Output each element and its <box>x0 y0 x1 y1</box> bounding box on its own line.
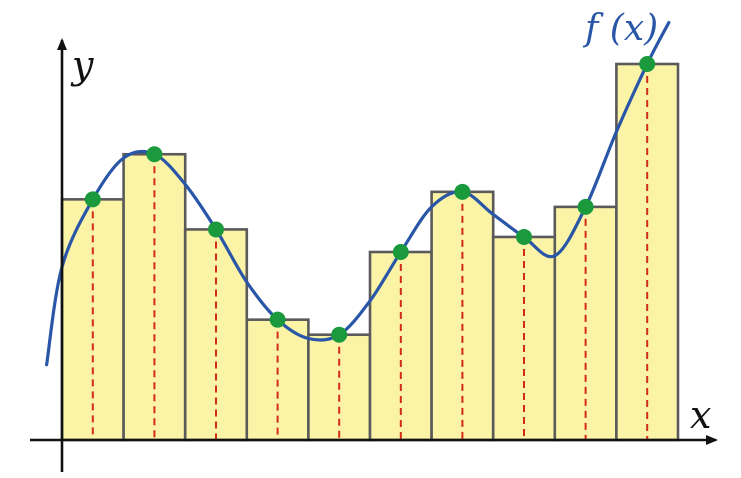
sample-lines-group <box>91 64 649 440</box>
sample-point-7 <box>454 183 471 200</box>
sample-point-9 <box>577 198 594 215</box>
function-label: f (x) <box>582 8 658 49</box>
function-curve <box>45 21 671 367</box>
sample-point-5 <box>331 326 348 343</box>
sample-point-1 <box>84 191 101 208</box>
sample-point-10 <box>639 56 656 72</box>
y-axis-label: y <box>70 43 94 87</box>
sample-point-4 <box>269 311 286 328</box>
bar-10 <box>615 62 680 442</box>
x-axis-label: x <box>690 393 711 437</box>
bar-2 <box>122 152 187 442</box>
sample-point-8 <box>516 228 532 245</box>
bar-3 <box>183 228 249 442</box>
sample-point-6 <box>392 244 409 260</box>
sample-point-3 <box>208 221 224 238</box>
sample-points-group <box>84 56 656 343</box>
sample-point-2 <box>146 146 163 163</box>
